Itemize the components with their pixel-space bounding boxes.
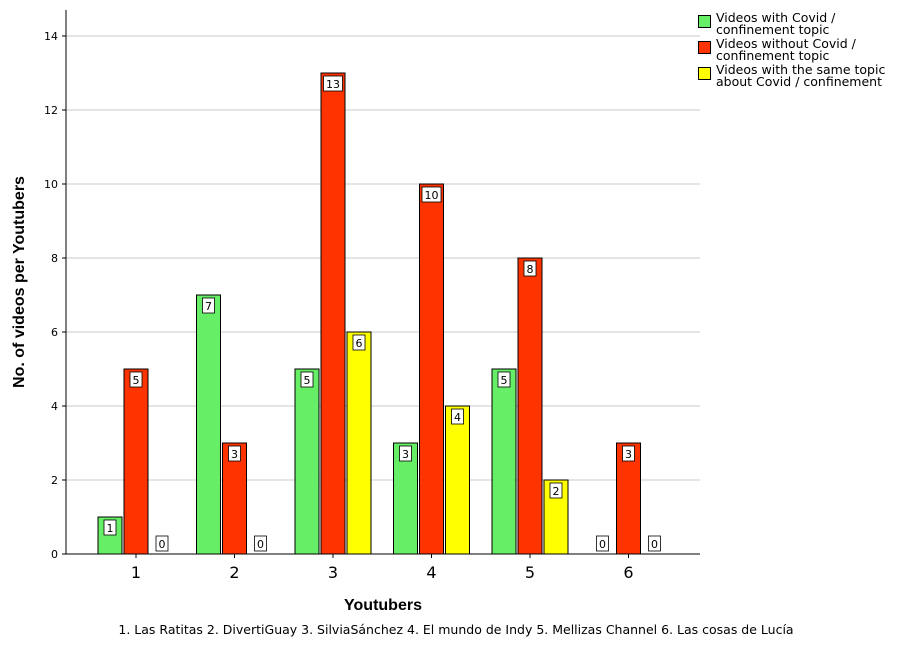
data-label: 0: [651, 538, 658, 551]
data-label-box: [497, 371, 511, 388]
bar: [320, 72, 346, 555]
legend-label: Videos with Covid / confinement topic: [716, 10, 836, 37]
data-label-box: [228, 445, 241, 462]
y-tick-label: 2: [51, 474, 58, 487]
data-label-box: [202, 297, 215, 314]
data-label-box: [103, 519, 117, 536]
data-label: 0: [599, 538, 606, 551]
bar: [294, 368, 320, 555]
x-tick-label: 5: [525, 563, 535, 582]
data-label: 7: [205, 300, 212, 313]
data-label-box: [596, 535, 609, 552]
legend-item: Videos with the same topic about Covid /…: [698, 62, 910, 89]
bar: [517, 257, 543, 555]
legend-swatch: [698, 15, 711, 28]
data-label: 3: [625, 448, 632, 461]
bar: [346, 331, 372, 555]
y-axis-title: No. of videos per Youtubers: [11, 176, 28, 388]
data-label: 0: [159, 538, 166, 551]
data-label: 5: [304, 374, 311, 387]
data-label: 1: [107, 522, 114, 535]
legend-item: Videos with Covid / confinement topic: [698, 10, 910, 37]
bar: [445, 405, 470, 555]
legend-swatch: [698, 67, 711, 80]
x-axis-title: Youtubers: [344, 597, 422, 614]
bars: [97, 72, 641, 555]
bar: [491, 368, 517, 555]
bar: [616, 442, 641, 555]
data-label-box: [421, 186, 442, 203]
bar: [123, 368, 149, 555]
bar: [222, 442, 247, 555]
data-label-box: [323, 75, 343, 92]
data-label: 10: [425, 189, 439, 202]
data-label: 5: [501, 374, 508, 387]
bar: [393, 442, 418, 555]
data-label-box: [648, 535, 661, 552]
data-label-box: [451, 408, 464, 425]
data-label: 0: [257, 538, 264, 551]
data-label-box: [155, 535, 169, 552]
bar: [196, 294, 221, 555]
data-labels: 1 5 0 7 3 0 5 13 6 3 10 4 5 8 2 0 3 0: [103, 75, 661, 552]
data-label-box: [523, 260, 537, 277]
legend-swatch: [698, 41, 711, 54]
legend: Videos with Covid / confinement topic Vi…: [698, 10, 910, 90]
legend-label: Videos without Covid / confinement topic: [716, 36, 856, 63]
x-tick-label: 2: [229, 563, 239, 582]
y-tick-label: 14: [44, 30, 58, 43]
x-tick-label: 3: [328, 563, 338, 582]
x-tick-label: 6: [623, 563, 633, 582]
youtuber-key-caption: 1. Las Ratitas 2. DivertiGuay 3. SilviaS…: [118, 622, 794, 637]
data-label: 2: [553, 485, 560, 498]
legend-label: Videos with the same topic about Covid /…: [716, 62, 886, 89]
gridlines: [66, 35, 700, 481]
y-tick-label: 4: [51, 400, 58, 413]
y-tick-label: 0: [51, 548, 58, 561]
legend-item: Videos without Covid / confinement topic: [698, 36, 910, 63]
data-label: 4: [454, 411, 461, 424]
data-label-box: [622, 445, 635, 462]
data-label: 3: [402, 448, 409, 461]
bar: [419, 183, 444, 555]
data-label: 5: [133, 374, 140, 387]
data-label-box: [129, 371, 143, 388]
data-label-box: [352, 334, 366, 351]
y-tick-label: 8: [51, 252, 58, 265]
data-label-box: [399, 445, 412, 462]
data-label-box: [254, 535, 267, 552]
x-tick-label: 1: [131, 563, 141, 582]
y-tick-label: 12: [44, 104, 58, 117]
data-label: 3: [231, 448, 238, 461]
x-tick-label: 4: [426, 563, 436, 582]
data-label-box: [300, 371, 314, 388]
data-label: 8: [527, 263, 534, 276]
y-tick-label: 6: [51, 326, 58, 339]
data-label-box: [549, 482, 563, 499]
data-label: 13: [326, 78, 340, 91]
y-tick-label: 10: [44, 178, 58, 191]
data-label: 6: [356, 337, 363, 350]
